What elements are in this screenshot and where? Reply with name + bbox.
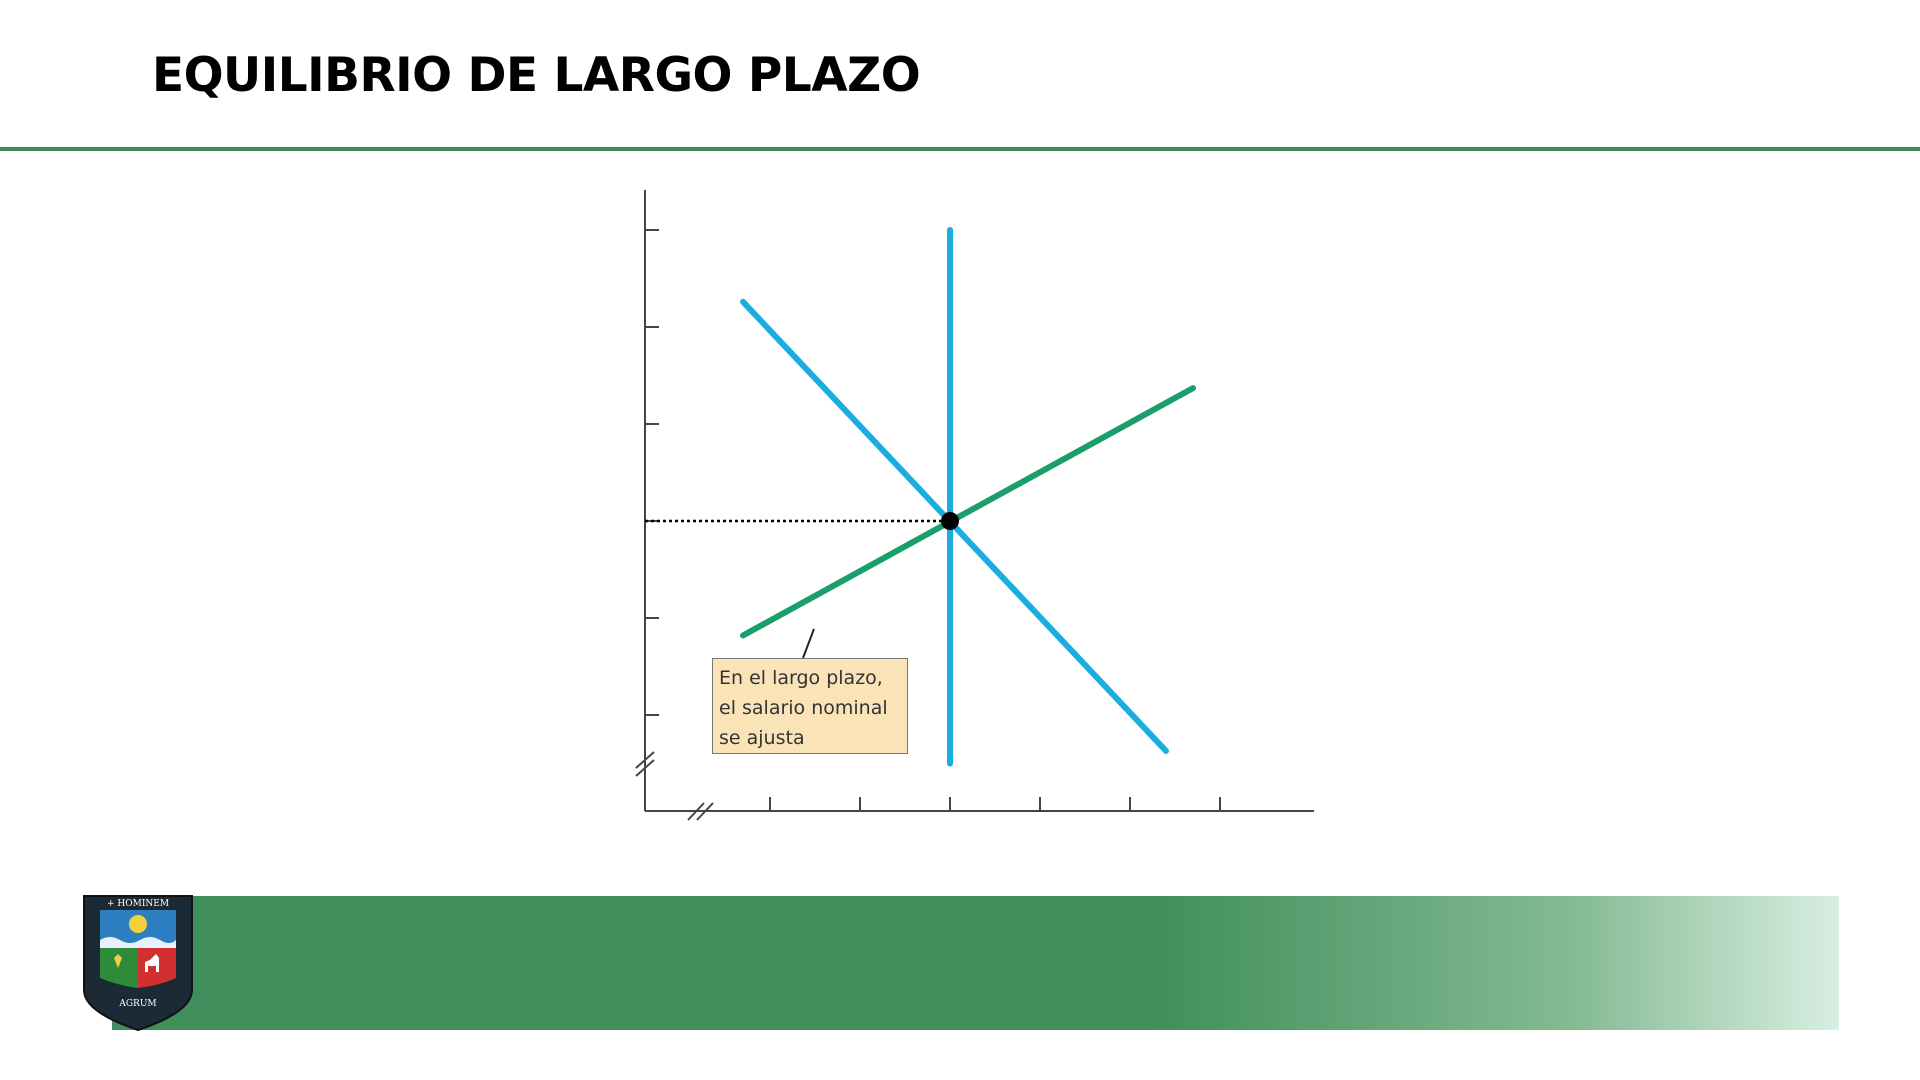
x-axis-break: [687, 802, 705, 821]
annotation-box: En el largo plazo, el salario nominal se…: [712, 658, 908, 754]
crest-motto: + HOMINEM: [107, 899, 169, 909]
annotation-pointer: [802, 628, 815, 659]
annotation-line: se ajusta: [719, 727, 805, 749]
equilibrium-point: [941, 512, 959, 530]
crest-motto: AGRUM: [118, 999, 156, 1009]
university-crest-icon: + HOMINEM AGRUM: [83, 895, 193, 1032]
y-axis-break: [635, 751, 655, 769]
series-line-oac: [740, 385, 1196, 639]
y-axis-break: [635, 759, 655, 777]
footer-band: [112, 896, 1839, 1030]
title-divider: [0, 147, 1920, 151]
annotation-line: En el largo plazo,: [719, 667, 883, 689]
x-axis-break: [696, 802, 714, 821]
annotation-line: el salario nominal: [719, 697, 888, 719]
slide-title: EQUILIBRIO DE LARGO PLAZO: [152, 48, 921, 103]
